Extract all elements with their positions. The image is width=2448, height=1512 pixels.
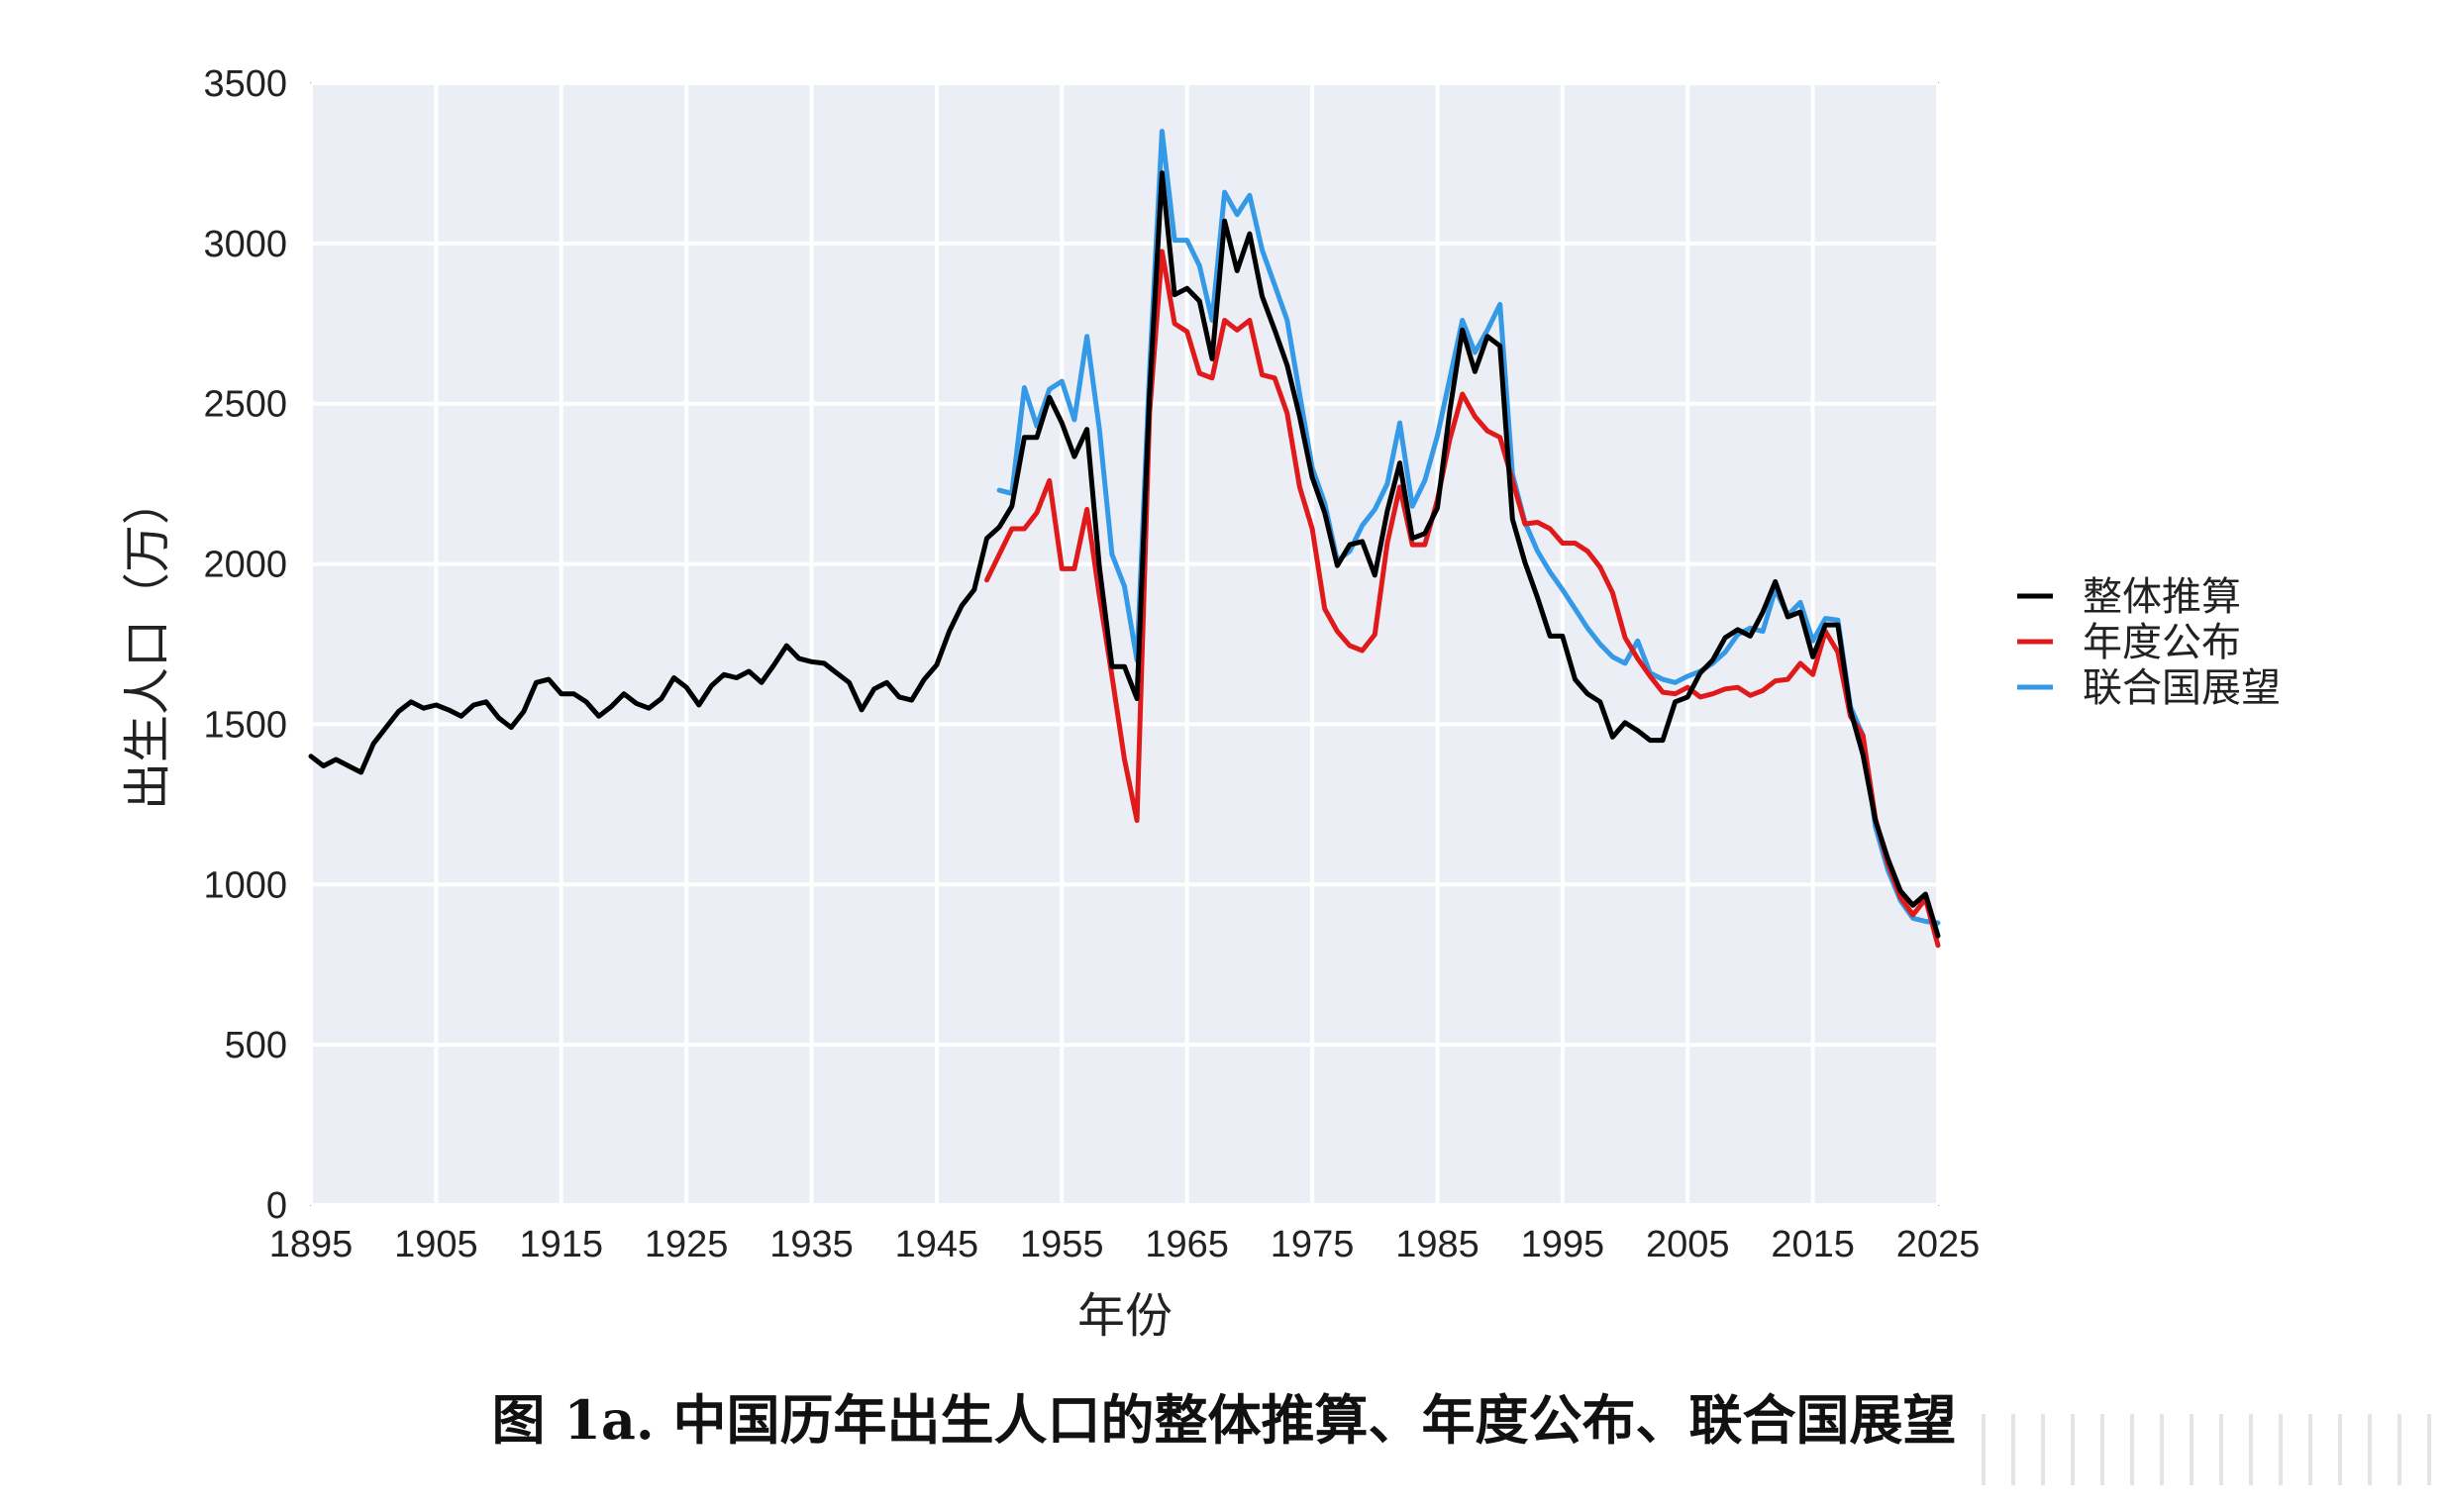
- x-tick-label: 1905: [394, 1224, 478, 1265]
- legend-label: 整体推算: [2083, 574, 2241, 620]
- x-tick-label: 1965: [1145, 1224, 1229, 1265]
- legend-label: 年度公布: [2083, 620, 2241, 665]
- x-tick-label: 2025: [1896, 1224, 1981, 1265]
- y-tick-label: 0: [266, 1185, 287, 1227]
- y-tick-label: 1500: [203, 704, 287, 746]
- y-axis-title: 出生人口（万）: [120, 477, 175, 810]
- x-tick-label: 1895: [269, 1224, 354, 1265]
- x-tick-label: 1945: [895, 1224, 979, 1265]
- y-tick-label: 2000: [203, 545, 287, 586]
- figure-caption: 图 1a. 中国历年出生人口的整体推算、年度公布、联合国展望: [491, 1388, 1957, 1452]
- x-tick-label: 1985: [1395, 1224, 1479, 1265]
- x-tick-labels: 1895 1905 1915 1925 1935 1945 1955 1965 1975 1985…: [269, 1224, 1981, 1265]
- x-tick-label: 1925: [645, 1224, 729, 1265]
- grid-lines: [309, 81, 1940, 1207]
- x-tick-label: 2015: [1771, 1224, 1855, 1265]
- x-axis-title: 年份: [1077, 1288, 1173, 1344]
- series-line-0: [308, 170, 1941, 939]
- x-tick-label: 1955: [1020, 1224, 1104, 1265]
- y-tick-labels: 0 500 1000 1500 2000 2500 3000 3500: [203, 63, 287, 1227]
- legend-label: 联合国展望: [2083, 665, 2281, 711]
- plot-area: [310, 82, 1939, 1206]
- y-tick-label: 500: [225, 1025, 287, 1066]
- x-tick-label: 1935: [769, 1224, 854, 1265]
- y-tick-label: 3000: [203, 224, 287, 265]
- x-tick-label: 2005: [1646, 1224, 1730, 1265]
- watermark-logo: [1966, 1414, 2431, 1485]
- y-tick-label: 3500: [203, 63, 287, 105]
- x-tick-label: 1995: [1521, 1224, 1605, 1265]
- x-tick-label: 1915: [519, 1224, 603, 1265]
- series-lines: [308, 129, 1941, 949]
- x-tick-label: 1975: [1271, 1224, 1355, 1265]
- y-tick-label: 2500: [203, 384, 287, 426]
- y-tick-label: 1000: [203, 864, 287, 906]
